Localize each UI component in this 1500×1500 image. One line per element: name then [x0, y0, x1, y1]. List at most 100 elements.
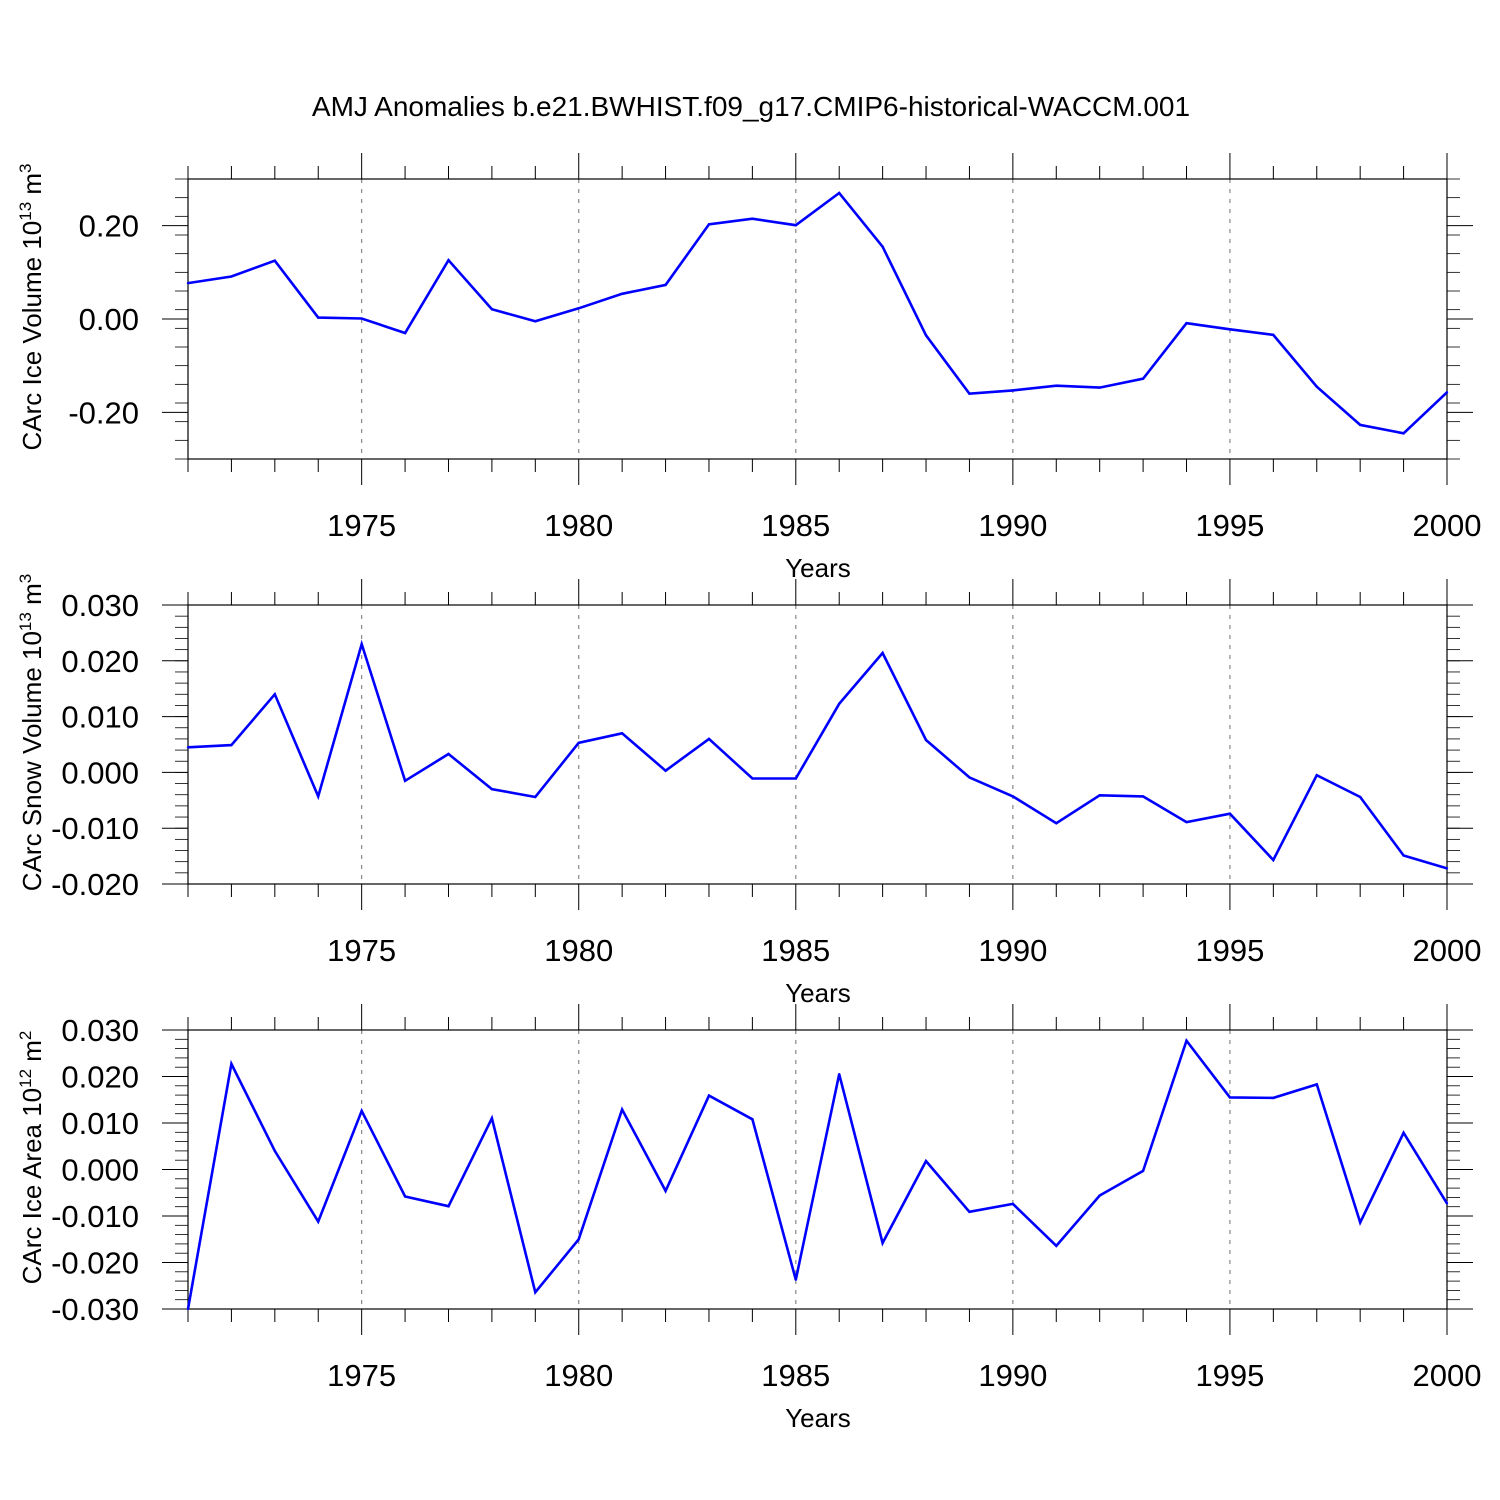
data-point	[1445, 1202, 1449, 1205]
figure-title: AMJ Anomalies b.e21.BWHIST.f09_g17.CMIP6…	[312, 91, 1190, 122]
x-tick-label: 1985	[761, 933, 830, 968]
data-point	[1185, 322, 1188, 325]
data-point	[490, 1117, 494, 1120]
data-point	[794, 1278, 797, 1281]
data-point	[230, 1062, 233, 1066]
data-point	[794, 777, 797, 780]
data-point	[881, 1241, 884, 1245]
data-point	[403, 779, 407, 782]
data-point	[447, 752, 450, 756]
data-point	[751, 217, 754, 220]
y-axis-label: CArc Snow Volume 1013 m3	[16, 574, 47, 891]
x-tick-label: 1995	[1195, 508, 1264, 543]
data-point	[360, 642, 363, 646]
x-tick-label: 1995	[1195, 1358, 1264, 1393]
data-point	[881, 651, 884, 655]
data-point	[968, 392, 971, 395]
data-point	[664, 1189, 667, 1193]
data-point	[534, 1291, 537, 1294]
data-point	[273, 1149, 277, 1153]
data-point	[1228, 328, 1232, 331]
y-axis-label-unit: m	[17, 1040, 47, 1069]
data-point	[403, 331, 407, 335]
data-point	[577, 307, 580, 310]
series-line	[187, 191, 1448, 435]
data-point	[1141, 1169, 1145, 1173]
data-point	[620, 732, 624, 735]
y-tick-label: 0.030	[61, 1013, 139, 1048]
data-point	[230, 275, 233, 278]
x-tick-label: 2000	[1413, 508, 1482, 543]
x-tick-label: 1975	[327, 933, 396, 968]
panels: 0.20 0.00 -0.20 1975 1980 1985 1990 1995 2000 Yea…	[16, 153, 1481, 1433]
plot-frame	[187, 178, 1448, 460]
data-point	[838, 1072, 841, 1076]
data-point	[186, 1307, 190, 1311]
data-point	[1358, 795, 1362, 799]
data-point	[881, 245, 884, 248]
chart-panel-1: 0.20 0.00 -0.20 1975 1980 1985 1990 1995 2000 Yea…	[16, 153, 1481, 583]
x-tick-label: 1980	[544, 1358, 613, 1393]
data-point	[1055, 821, 1058, 825]
y-tick-label: -0.020	[51, 1246, 139, 1281]
data-point	[273, 693, 277, 696]
data-point	[1272, 1096, 1275, 1100]
data-point	[1185, 820, 1188, 824]
y-tick-label: 0.000	[61, 1153, 139, 1188]
x-tick-label: 1995	[1195, 933, 1264, 968]
data-point	[664, 769, 667, 772]
y-tick-label: -0.020	[51, 867, 139, 902]
data-point	[317, 1220, 320, 1223]
data-point	[1315, 1083, 1318, 1086]
data-point	[751, 777, 754, 780]
data-point	[751, 1118, 754, 1121]
data-point	[186, 746, 190, 749]
data-point	[1098, 794, 1101, 797]
y-axis-label-unit: m	[17, 583, 47, 612]
x-tick-label: 1980	[544, 933, 613, 968]
y-tick-label: -0.010	[51, 1199, 139, 1234]
data-point	[838, 191, 841, 195]
data-point	[968, 1210, 971, 1214]
x-axis-label: Years	[785, 553, 851, 583]
data-point	[1185, 1039, 1188, 1042]
chart-panel-3: 0.030 0.020 0.010 0.000 -0.010 -0.020 -0.030 19…	[16, 1004, 1481, 1433]
y-axis-label-unit-exponent: 3	[16, 163, 35, 172]
data-point	[1315, 773, 1318, 777]
data-point	[924, 738, 928, 742]
data-point	[838, 702, 841, 705]
chart-panel-2: 0.030 0.020 0.010 0.000 -0.010 -0.020 1975 1980…	[16, 574, 1481, 1008]
x-tick-label: 1985	[761, 508, 830, 543]
y-axis-label-exponent: 13	[16, 202, 35, 221]
data-point	[1272, 333, 1275, 337]
data-point	[317, 316, 320, 319]
data-point	[577, 1238, 580, 1241]
plot-frame	[187, 604, 1448, 885]
y-axis-label-unit: m	[17, 173, 47, 202]
plot-frame	[187, 1029, 1448, 1310]
data-point	[1011, 1202, 1015, 1206]
y-tick-label: 0.020	[61, 1060, 139, 1095]
data-point	[1011, 389, 1015, 392]
data-point	[707, 1094, 711, 1097]
data-point	[1272, 858, 1275, 862]
y-tick-label: 0.00	[79, 302, 139, 337]
data-point	[794, 224, 797, 227]
y-tick-label: 0.030	[61, 588, 139, 623]
data-point	[447, 259, 450, 262]
x-tick-label: 1975	[327, 508, 396, 543]
data-point	[577, 741, 580, 745]
x-axis-label: Years	[785, 1403, 851, 1433]
y-axis-label-exponent: 12	[16, 1069, 35, 1088]
x-tick-label: 1985	[761, 1358, 830, 1393]
data-point	[360, 1109, 363, 1113]
x-axis-label: Years	[785, 978, 851, 1008]
y-axis-label: CArc Ice Volume 1013 m3	[16, 163, 47, 450]
data-point	[1402, 1131, 1405, 1134]
y-tick-label: -0.030	[51, 1292, 139, 1327]
y-axis-label-unit-exponent: 3	[16, 574, 35, 583]
data-point	[1055, 1244, 1058, 1247]
data-point	[1011, 795, 1015, 798]
y-axis-label: CArc Ice Area 1012 m2	[16, 1031, 47, 1285]
data-point	[924, 334, 928, 337]
